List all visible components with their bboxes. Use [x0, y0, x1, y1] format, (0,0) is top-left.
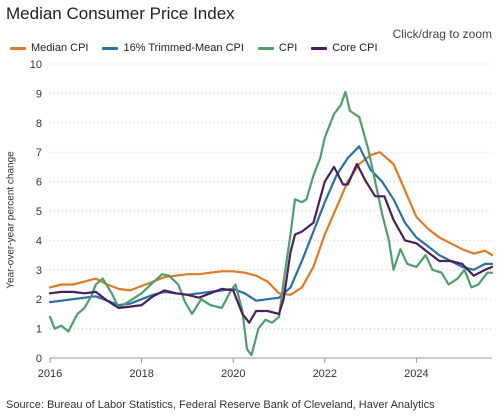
series-line-core-cpi[interactable]: [48, 162, 494, 324]
legend-swatch-trimmed-mean-cpi: [102, 46, 119, 50]
y-tick-label: 3: [36, 265, 42, 277]
source-note: Source: Bureau of Labor Statistics, Fede…: [6, 399, 435, 411]
legend-item-cpi[interactable]: CPI: [257, 42, 298, 54]
legend-label-trimmed-mean-cpi: 16% Trimmed-Mean CPI: [123, 42, 244, 54]
legend-item-trimmed-mean-cpi[interactable]: 16% Trimmed-Mean CPI: [102, 42, 244, 54]
x-tick-label: 2016: [38, 368, 62, 380]
legend-item-median-cpi[interactable]: Median CPI: [10, 42, 88, 54]
y-tick-label: 1: [36, 324, 42, 336]
series-line-cpi[interactable]: [48, 90, 494, 357]
y-tick-label: 2: [36, 294, 42, 306]
y-tick-label: 5: [36, 206, 42, 218]
y-tick-label: 9: [36, 88, 42, 100]
legend-swatch-cpi: [257, 46, 274, 50]
legend-label-cpi: CPI: [278, 42, 298, 54]
y-tick-label: 4: [36, 235, 42, 247]
legend-label-core-cpi: Core CPI: [332, 42, 378, 54]
series-line-median-cpi[interactable]: [48, 151, 494, 296]
y-tick-label: 7: [36, 147, 42, 159]
y-tick-label: 10: [30, 59, 42, 71]
x-tick-label: 2020: [221, 368, 245, 380]
y-tick-label: 6: [36, 177, 42, 189]
y-tick-label: 8: [36, 118, 42, 130]
legend-swatch-median-cpi: [10, 46, 26, 50]
legend-swatch-core-cpi: [311, 46, 328, 50]
x-tick-label: 2018: [129, 368, 153, 380]
legend: Median CPI 16% Trimmed-Mean CPI CPI Core…: [10, 42, 378, 54]
x-tick-label: 2022: [313, 368, 337, 380]
chart-title: Median Consumer Price Index: [6, 4, 235, 23]
legend-item-core-cpi[interactable]: Core CPI: [311, 42, 378, 54]
x-tick-label: 2024: [404, 368, 428, 380]
zoom-hint: Click/drag to zoom: [392, 27, 492, 41]
y-tick-label: 0: [36, 353, 42, 365]
legend-label-median-cpi: Median CPI: [31, 42, 89, 54]
